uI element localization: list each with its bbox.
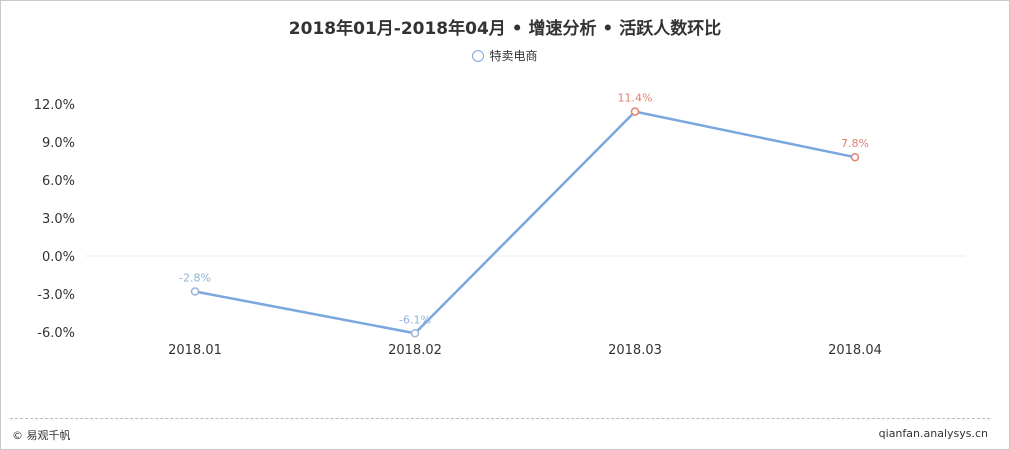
data-label: -2.8% xyxy=(179,271,211,284)
x-tick-label: 2018.03 xyxy=(608,343,662,358)
chart-legend[interactable]: 特卖电商 xyxy=(0,47,1010,65)
footer-divider xyxy=(10,418,990,419)
x-tick-label: 2018.01 xyxy=(168,343,222,358)
y-tick-label: 3.0% xyxy=(42,212,75,227)
legend-label: 特卖电商 xyxy=(489,49,538,63)
y-tick-label: 6.0% xyxy=(42,174,75,189)
data-point xyxy=(850,152,860,162)
series-line xyxy=(194,110,856,335)
y-tick-label: -6.0% xyxy=(37,326,75,341)
y-tick-label: 0.0% xyxy=(42,250,75,265)
footer-brand: © 易观千帆 xyxy=(12,429,71,442)
data-point xyxy=(630,107,640,116)
x-tick-label: 2018.04 xyxy=(828,343,882,358)
data-label: -6.1% xyxy=(399,313,431,326)
chart-title: 2018年01月-2018年04月 • 增速分析 • 活跃人数环比 xyxy=(288,19,722,39)
data-point xyxy=(190,287,200,296)
y-tick-label: -3.0% xyxy=(37,288,75,303)
data-label: 11.4% xyxy=(618,92,653,105)
x-tick-label: 2018.02 xyxy=(388,343,442,358)
footer-url: qianfan.analysys.cn xyxy=(878,427,988,440)
data-point xyxy=(410,329,420,338)
y-tick-label: 9.0% xyxy=(42,136,75,151)
y-tick-label: 12.0% xyxy=(34,98,75,113)
data-label: 7.8% xyxy=(841,137,869,150)
legend-circle-icon xyxy=(472,49,485,62)
